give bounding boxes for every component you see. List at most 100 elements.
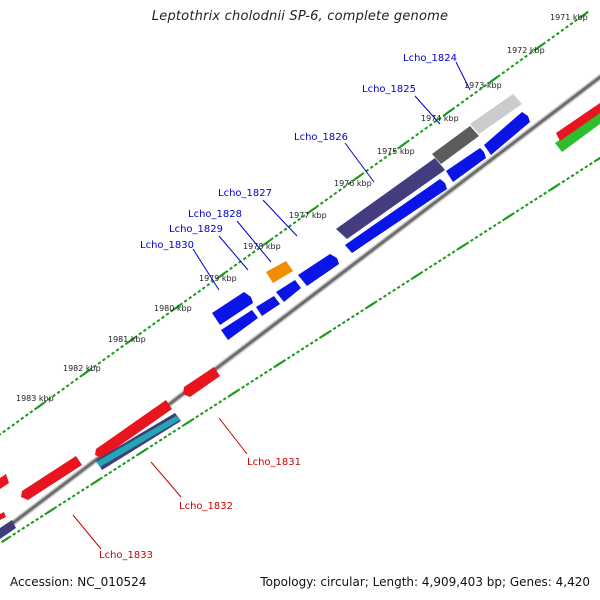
outer-scale-tick <box>79 374 84 378</box>
inner-scale-tick <box>570 173 575 178</box>
inner-scale-tick <box>263 370 268 375</box>
inner-scale-tick <box>117 464 122 469</box>
outer-scale-tick <box>338 188 342 192</box>
outer-scale-tick <box>251 250 256 254</box>
inner-scale-tick <box>412 272 421 279</box>
gene-lcho-1829-block <box>276 280 301 302</box>
fwd-inner-gene-3 <box>345 179 447 253</box>
outer-scale-tick <box>419 129 424 134</box>
outer-scale-tick <box>97 361 102 365</box>
outer-scale-tick <box>120 344 124 349</box>
outer-scale-tick <box>297 217 301 222</box>
scale-label-1983: 1983 kbp <box>16 394 54 403</box>
outer-scale-tick <box>88 367 93 372</box>
outer-scale-tick <box>115 348 120 352</box>
scale-label-1981: 1981 kbp <box>108 335 146 344</box>
inner-scale-tick <box>488 226 493 231</box>
inner-scale-tick <box>346 317 351 322</box>
outer-scale-tick <box>161 315 165 320</box>
inner-scale-tick <box>469 238 474 242</box>
outer-scale-tick <box>410 136 415 140</box>
outer-scale-tick <box>415 132 419 137</box>
inner-scale-tick <box>300 347 305 351</box>
outer-scale-tick <box>201 286 206 290</box>
inner-scale-tick <box>405 279 410 284</box>
inner-scale-tick <box>579 168 584 172</box>
outer-scale-tick <box>11 423 16 427</box>
fwd-inner-gene-2 <box>446 148 486 182</box>
inner-scale-tick <box>479 232 483 237</box>
gene-lcho-1826-block <box>336 158 445 239</box>
gene-label-lcho-1825: Lcho_1825 <box>362 84 416 95</box>
outer-scale-tick <box>515 61 519 65</box>
outer-scale-tick <box>505 67 510 72</box>
inner-scale-tick <box>367 301 376 309</box>
inner-scale-tick <box>550 184 559 191</box>
outer-scale-tick <box>218 271 226 279</box>
inner-scale-tick <box>596 156 600 162</box>
scale-label-1979: 1979 kbp <box>199 274 237 283</box>
inner-scale-tick <box>321 331 330 338</box>
inner-scale-tick <box>314 338 319 342</box>
rev-gene-left-navy <box>0 520 16 539</box>
outer-scale-tick <box>133 335 138 339</box>
map-title: Leptothrix cholodnii SP-6, complete geno… <box>151 9 449 24</box>
outer-scale-tick <box>15 419 20 424</box>
inner-scale-tick <box>67 497 71 501</box>
inner-scale-tick <box>442 256 447 260</box>
inner-scale-tick <box>122 461 126 466</box>
inner-scale-tick <box>328 329 332 334</box>
outer-scale-tick <box>247 253 252 258</box>
inner-scale-tick <box>53 505 58 510</box>
inner-scale-tick <box>286 356 291 360</box>
outer-scale-tick <box>328 194 333 199</box>
inner-scale-tick <box>373 300 378 304</box>
outer-scale-tick <box>496 74 501 78</box>
inner-scale-tick <box>428 265 433 269</box>
outer-scale-tick <box>392 149 397 153</box>
inner-scale-tick <box>437 259 442 263</box>
outer-scale-ring <box>0 10 589 436</box>
outer-scale-tick <box>528 51 533 55</box>
outer-scale-tick <box>308 206 317 213</box>
inner-scale-tick <box>25 523 30 528</box>
outer-scale-tick <box>333 191 338 196</box>
inner-scale-tick <box>378 297 383 301</box>
inner-scale-tick <box>181 423 186 428</box>
outer-scale-tick <box>111 351 115 355</box>
gene-lcho-1832-block <box>95 400 172 458</box>
outer-scale-tick <box>147 325 152 329</box>
outer-scale-tick <box>535 43 544 50</box>
reverse-strand-genes <box>0 103 600 539</box>
outer-scale-tick <box>306 211 311 215</box>
inner-scale-tick <box>556 182 561 187</box>
outer-scale-tick <box>519 57 524 62</box>
outer-scale-tick <box>474 90 478 95</box>
gene-lcho-1824-block <box>470 94 522 134</box>
inner-scale-tick <box>511 212 515 216</box>
inner-scale-tick <box>296 350 300 354</box>
gene-labels: Lcho_1824 Lcho_1825 Lcho_1826 Lcho_1827 … <box>99 53 457 561</box>
inner-scale-tick <box>392 288 396 292</box>
outer-scale-tick <box>0 432 2 436</box>
inner-scale-tick <box>90 482 94 486</box>
inner-scale-tick <box>190 417 195 422</box>
inner-scale-tick <box>195 414 200 419</box>
inner-scale-tick <box>575 170 580 175</box>
outer-scale-tick <box>102 357 106 362</box>
outer-scale-tick <box>183 299 188 303</box>
outer-scale-tick <box>465 97 469 101</box>
outer-scale-tick <box>65 384 70 388</box>
inner-scale-tick <box>44 511 49 516</box>
inner-scale-tick <box>332 326 337 331</box>
gene-label-lcho-1827: Lcho_1827 <box>218 188 272 199</box>
outer-scale-tick <box>483 84 488 88</box>
outer-scale-tick <box>581 10 589 18</box>
inner-scale-tick <box>209 406 213 410</box>
inner-scale-tick <box>520 206 525 210</box>
inner-scale-tick <box>543 191 547 195</box>
scale-label-1974: 1974 kbp <box>421 114 459 123</box>
inner-scale-tick <box>387 291 392 295</box>
scale-label-1975: 1975 kbp <box>377 147 415 156</box>
rev-gene-left-red <box>0 474 9 489</box>
